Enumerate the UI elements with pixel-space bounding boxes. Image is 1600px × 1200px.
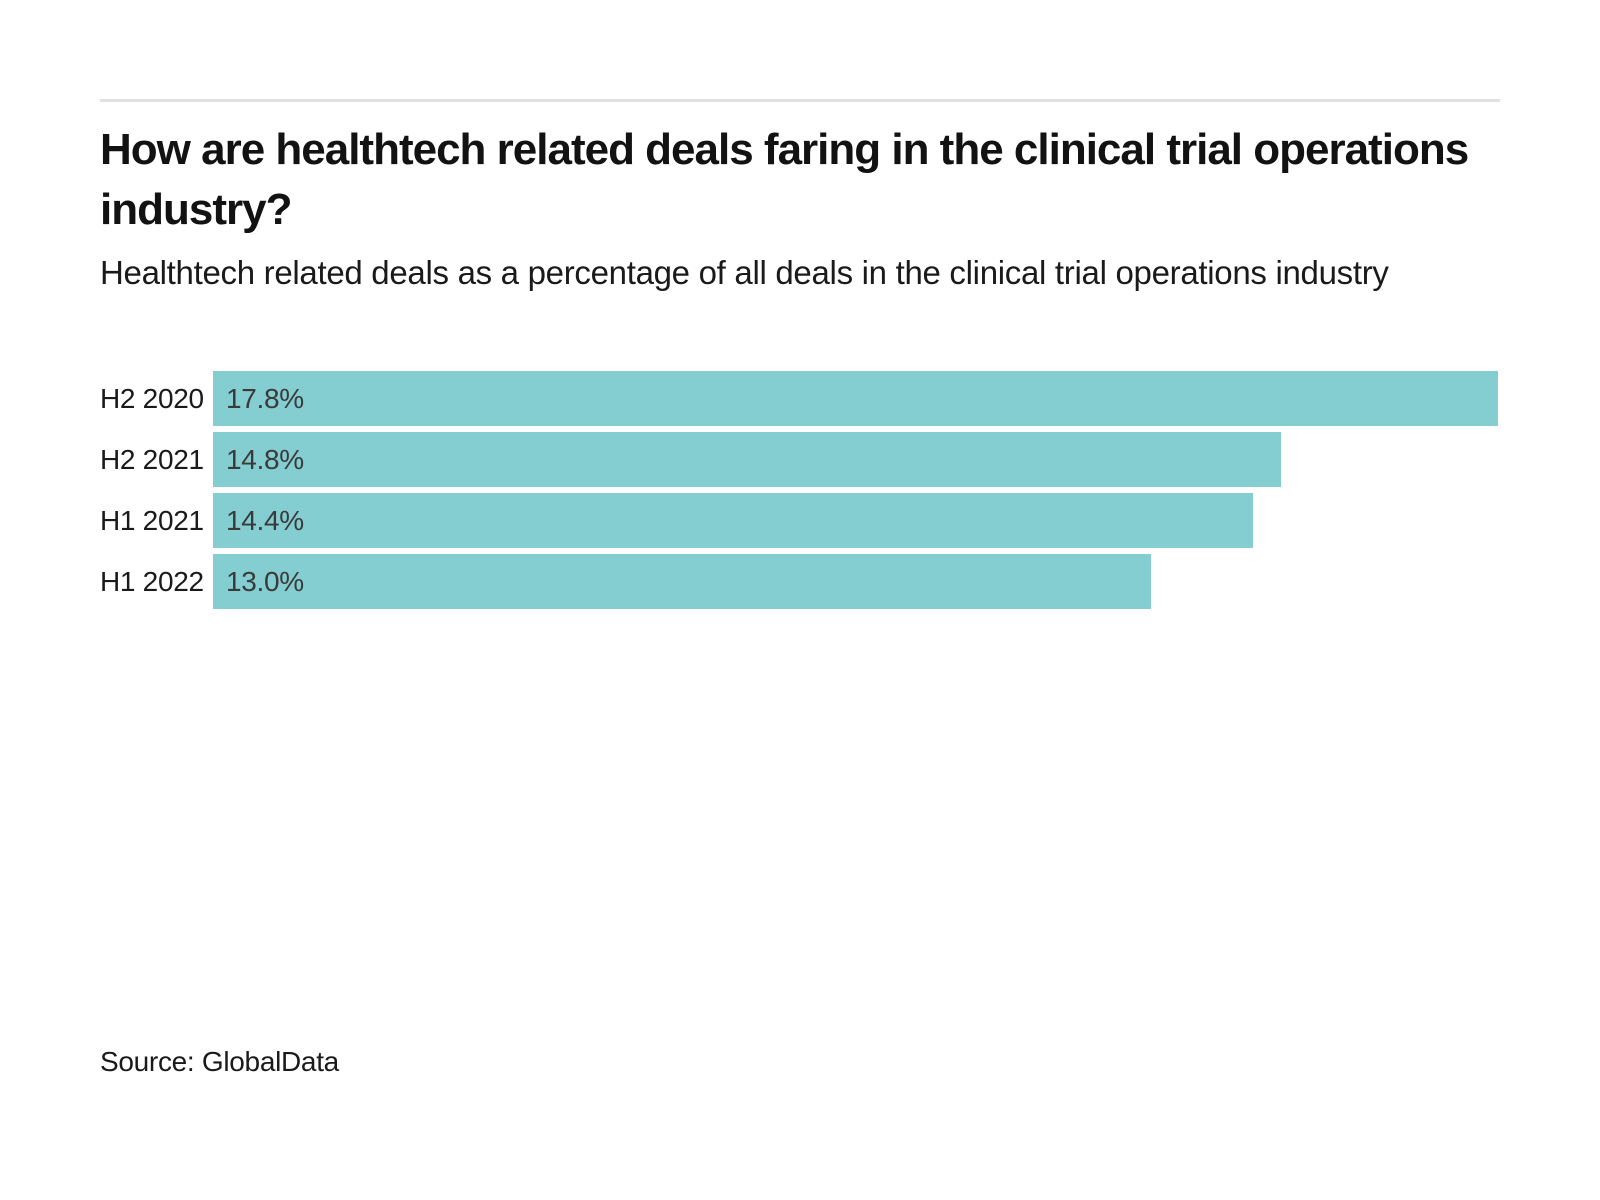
bar-track: 17.8% bbox=[213, 371, 1498, 426]
bar-row: H2 2020 17.8% bbox=[100, 371, 1500, 426]
bar-row: H2 2021 14.8% bbox=[100, 432, 1500, 487]
bar-chart: H2 2020 17.8% H2 2021 14.8% H1 2021 14.4% H1 2… bbox=[100, 371, 1500, 615]
chart-title: How are healthtech related deals faring … bbox=[100, 125, 1469, 234]
value-label: 17.8% bbox=[226, 382, 304, 414]
bar-row: H1 2021 14.4% bbox=[100, 493, 1500, 548]
chart-subtitle: Healthtech related deals as a percentage… bbox=[100, 254, 1389, 291]
category-label: H2 2021 bbox=[100, 444, 204, 475]
chart-card: How are healthtech related deals faring … bbox=[100, 0, 1500, 1200]
value-label: 14.4% bbox=[226, 504, 304, 536]
bar-track: 14.4% bbox=[213, 493, 1498, 548]
category-label: H1 2022 bbox=[100, 566, 204, 597]
bar-track: 14.8% bbox=[213, 432, 1498, 487]
bar: 13.0% bbox=[213, 554, 1152, 609]
bar-row: H1 2022 13.0% bbox=[100, 554, 1500, 609]
bar: 17.8% bbox=[213, 371, 1498, 426]
category-label: H1 2021 bbox=[100, 505, 204, 536]
bar-track: 13.0% bbox=[213, 554, 1498, 609]
value-label: 13.0% bbox=[226, 565, 304, 597]
top-divider bbox=[100, 99, 1500, 102]
bar: 14.4% bbox=[213, 493, 1253, 548]
source-note: Source: GlobalData bbox=[100, 1046, 339, 1077]
bar: 14.8% bbox=[213, 432, 1282, 487]
value-label: 14.8% bbox=[226, 443, 304, 475]
category-label: H2 2020 bbox=[100, 383, 204, 414]
